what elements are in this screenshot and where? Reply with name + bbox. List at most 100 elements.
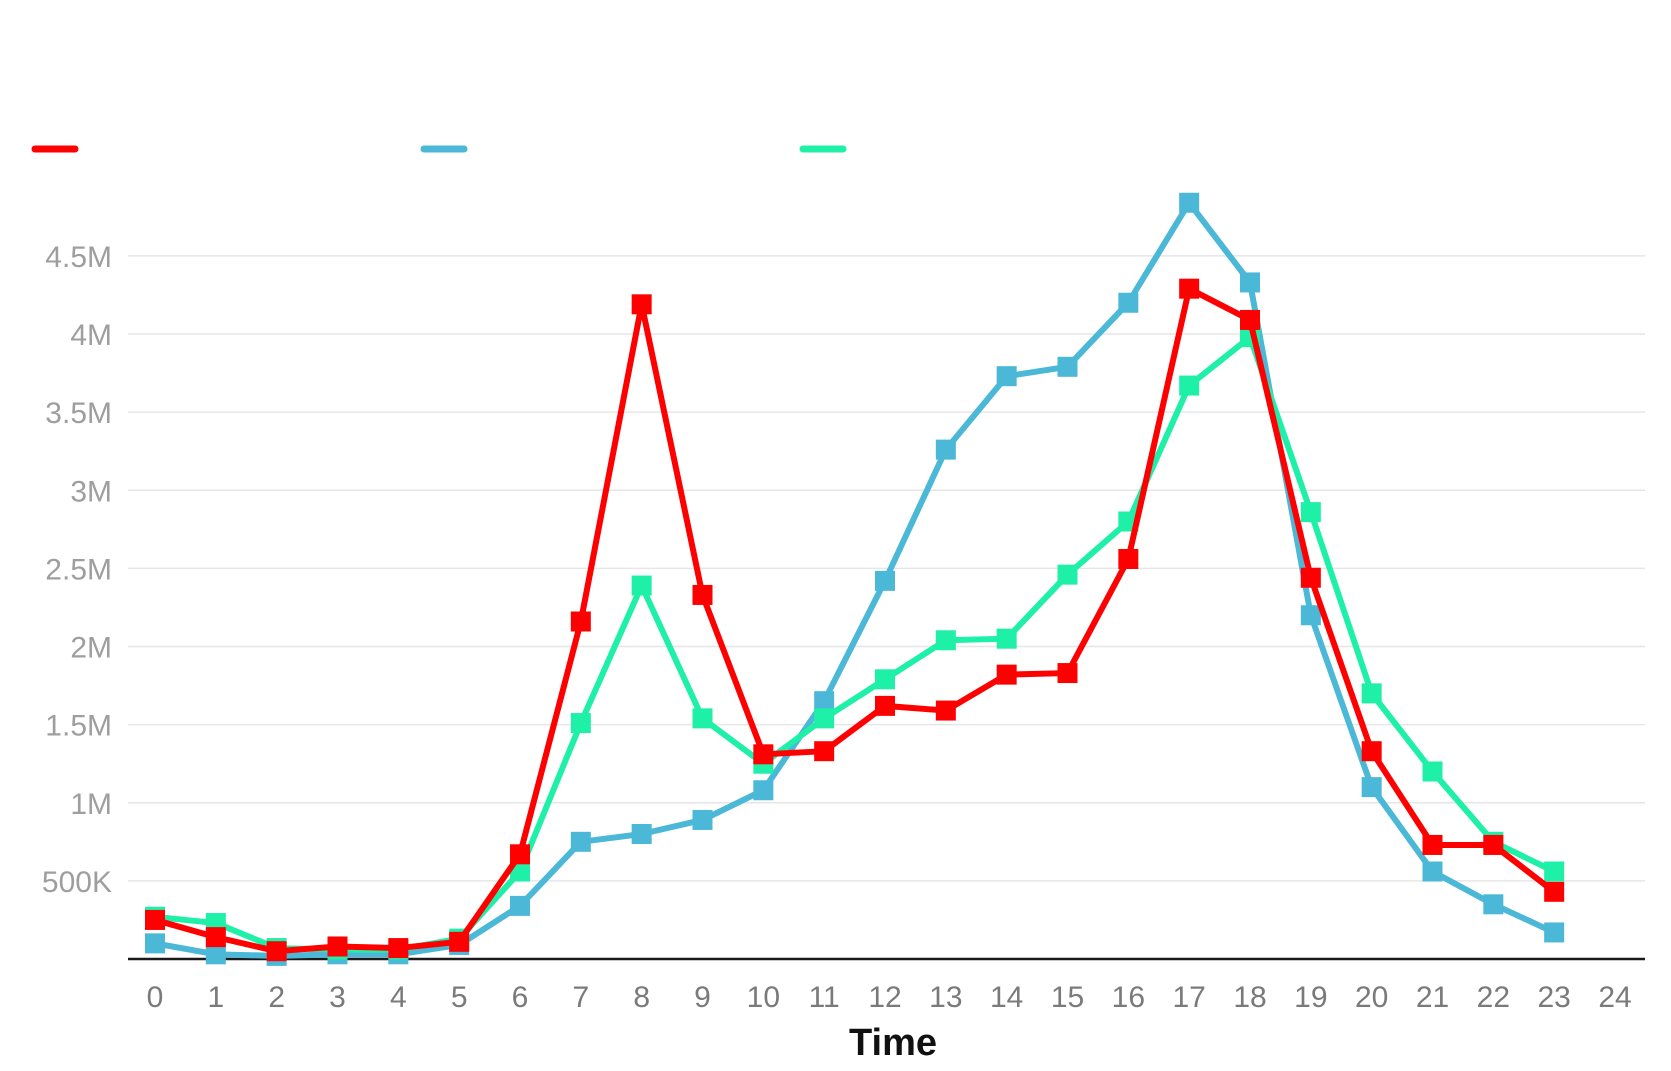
series-0	[145, 192, 1565, 966]
x-tick-label: 16	[1112, 981, 1145, 1014]
data-point	[814, 691, 835, 712]
x-tick-label: 13	[929, 981, 962, 1014]
data-point	[875, 570, 895, 591]
x-tick-label: 24	[1598, 981, 1631, 1014]
data-point	[1544, 861, 1565, 882]
data-point	[1179, 278, 1200, 299]
data-point	[753, 780, 774, 801]
data-point	[327, 936, 348, 957]
x-tick-label: 0	[147, 981, 164, 1014]
data-point	[1240, 272, 1260, 293]
data-point	[814, 741, 835, 762]
series-line	[152, 285, 1558, 955]
x-tick-label: 6	[512, 981, 529, 1014]
data-point	[1057, 356, 1078, 377]
y-tick-label: 1.5M	[45, 710, 112, 743]
data-point	[935, 700, 956, 721]
x-tick-label: 4	[390, 981, 407, 1014]
data-point	[266, 941, 287, 962]
y-tick-label: 1M	[70, 788, 112, 821]
series-2	[145, 278, 1565, 962]
x-axis-title: Time	[849, 1022, 937, 1064]
x-tick-label: 2	[268, 981, 285, 1014]
data-point	[1118, 292, 1139, 313]
y-tick-label: 3.5M	[45, 397, 112, 430]
x-tick-label: 21	[1416, 981, 1449, 1014]
x-tick-label: 3	[329, 981, 346, 1014]
data-point	[205, 944, 226, 965]
x-tick-label: 10	[747, 981, 780, 1014]
x-tick-label: 14	[990, 981, 1023, 1014]
data-point	[1422, 761, 1443, 782]
data-point	[631, 575, 652, 596]
data-point	[510, 895, 530, 916]
data-point	[631, 294, 652, 315]
y-tick-label: 3M	[70, 475, 112, 508]
data-point	[1361, 777, 1382, 798]
data-point	[570, 611, 591, 632]
data-point	[570, 713, 591, 734]
series-lines	[145, 192, 1565, 966]
gridlines	[128, 255, 1645, 882]
x-axis: 0 1 2 3 4 5 6 7 8 9 10 11 12 13 14 15 16 17 18 19 20 21 22 23 24	[128, 957, 1645, 1014]
data-point	[1544, 881, 1565, 902]
data-point	[1422, 861, 1443, 882]
data-point	[145, 909, 165, 930]
data-point	[996, 664, 1017, 685]
x-tick-label: 20	[1355, 981, 1388, 1014]
data-point	[875, 669, 895, 690]
x-tick-label: 18	[1233, 981, 1266, 1014]
data-point	[1057, 663, 1078, 684]
data-point	[753, 744, 774, 765]
data-point	[1300, 605, 1321, 626]
data-point	[1483, 894, 1504, 915]
data-point	[1240, 309, 1260, 330]
data-point	[692, 809, 713, 830]
x-tick-label: 9	[694, 981, 711, 1014]
data-point	[510, 844, 530, 865]
data-point	[145, 933, 165, 954]
data-point	[996, 628, 1017, 649]
data-point	[631, 824, 652, 844]
y-axis-ticks: 500K 1M 1.5M 2M 2.5M 3M 3.5M 4M 4.5M	[42, 241, 112, 899]
x-tick-label: 7	[572, 981, 589, 1014]
series-line	[152, 199, 1558, 959]
data-point	[1422, 834, 1443, 855]
data-point	[1300, 502, 1321, 523]
data-point	[814, 708, 835, 729]
data-point	[996, 366, 1017, 387]
x-tick-label: 11	[809, 981, 840, 1014]
y-tick-label: 4M	[70, 319, 112, 352]
data-point	[1544, 922, 1565, 943]
data-point	[1483, 834, 1504, 855]
data-point	[692, 708, 713, 729]
data-point	[205, 927, 226, 948]
y-tick-label: 4.5M	[45, 241, 112, 274]
data-point	[935, 439, 956, 460]
data-point	[1361, 741, 1382, 762]
x-tick-label: 8	[633, 981, 650, 1014]
data-point	[875, 695, 895, 716]
y-tick-label: 2M	[70, 632, 112, 665]
x-tick-label: 23	[1537, 981, 1570, 1014]
x-tick-label: 22	[1477, 981, 1510, 1014]
data-point	[935, 630, 956, 651]
data-point	[388, 938, 409, 959]
x-tick-label: 15	[1051, 981, 1084, 1014]
data-point	[570, 831, 591, 852]
data-point	[692, 584, 713, 605]
data-point	[1300, 567, 1321, 588]
x-tick-label: 5	[451, 981, 468, 1014]
y-tick-label: 500K	[42, 866, 112, 899]
x-tick-label: 1	[207, 981, 224, 1014]
data-point	[1361, 683, 1382, 704]
x-tick-label: 17	[1172, 981, 1205, 1014]
data-point	[1057, 564, 1078, 585]
data-point	[1179, 375, 1200, 396]
data-point	[449, 931, 470, 952]
x-tick-label: 12	[868, 981, 901, 1014]
data-point	[1179, 192, 1200, 213]
x-tick-label: 19	[1294, 981, 1327, 1014]
